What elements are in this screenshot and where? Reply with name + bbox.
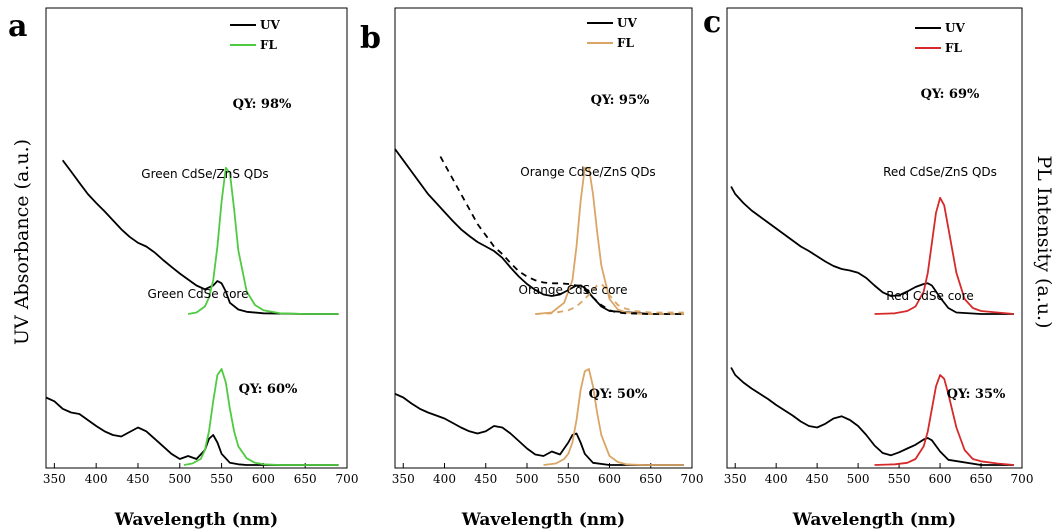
fl-series-bottom xyxy=(543,368,684,466)
sample-label-top: Green CdSe/ZnS QDs xyxy=(141,167,268,181)
x-tick-label: 650 xyxy=(639,472,662,486)
qy-label-bottom: QY: 60% xyxy=(239,382,298,397)
x-tick-label: 400 xyxy=(765,472,788,486)
x-axis-title: Wavelength (nm) xyxy=(461,510,625,530)
x-tick-label: 550 xyxy=(210,472,233,486)
uv-series-top xyxy=(61,159,339,315)
legend-label: FL xyxy=(617,36,635,50)
x-tick-label: 700 xyxy=(1011,472,1034,486)
x-tick-label: 550 xyxy=(557,472,580,486)
sample-label-top: Red CdSe/ZnS QDs xyxy=(883,165,997,179)
uv-series-top xyxy=(394,148,684,315)
x-tick-label: 500 xyxy=(168,472,191,486)
x-tick-label: 600 xyxy=(598,472,621,486)
plot-frame xyxy=(394,7,693,469)
fl-series-bottom xyxy=(874,374,1014,466)
uv-series-top xyxy=(730,186,1014,315)
fl-dashed-series-top xyxy=(535,283,684,315)
qy-label-top: QY: 98% xyxy=(233,97,292,112)
x-tick-label: 400 xyxy=(433,472,456,486)
panel-label: c xyxy=(703,5,721,40)
panel-label: b xyxy=(360,21,381,56)
x-tick-label: 450 xyxy=(127,472,150,486)
uv-series-bottom xyxy=(730,367,1014,466)
x-tick-label: 500 xyxy=(516,472,539,486)
x-tick-label: 350 xyxy=(724,472,747,486)
panel-a: 350 400 450 500 550 600 650 700 Wavelength (nm) a… xyxy=(8,7,359,530)
x-tick-label: 650 xyxy=(970,472,993,486)
x-tick-label: 350 xyxy=(392,472,415,486)
qy-label-top: QY: 95% xyxy=(591,93,650,108)
legend-label: FL xyxy=(945,41,963,55)
y-axis-left-label: UV Absorbance (a.u.) xyxy=(11,139,33,345)
panel-label: a xyxy=(8,9,27,44)
sample-label-top: Orange CdSe/ZnS QDs xyxy=(520,165,655,179)
panel-c: 350 400 450 500 550 600 650 700 Wavelength (nm) c… xyxy=(703,5,1033,530)
plot-frame xyxy=(45,7,348,469)
x-tick-label: 450 xyxy=(474,472,497,486)
qy-label-bottom: QY: 35% xyxy=(947,387,1006,402)
x-tick-label: 700 xyxy=(681,472,704,486)
plot-frame xyxy=(726,7,1023,469)
x-tick-label: 550 xyxy=(888,472,911,486)
sample-label-bottom: Orange CdSe core xyxy=(519,283,628,297)
x-tick-label: 450 xyxy=(806,472,829,486)
x-axis-title: Wavelength (nm) xyxy=(792,510,956,530)
legend-label: UV xyxy=(945,21,965,35)
x-axis-title: Wavelength (nm) xyxy=(114,510,278,530)
panel-b: 350 400 450 500 550 600 650 700 Wavelength (nm) b… xyxy=(360,7,704,530)
fl-series-top xyxy=(535,166,684,315)
legend-label: UV xyxy=(617,16,637,30)
qy-label-bottom: QY: 50% xyxy=(589,387,648,402)
legend-label: UV xyxy=(260,18,280,32)
uv-series-bottom xyxy=(394,392,684,466)
sample-label-bottom: Green CdSe core xyxy=(148,287,249,301)
fl-series-bottom xyxy=(183,368,339,466)
x-tick-label: 350 xyxy=(43,472,66,486)
qy-label-top: QY: 69% xyxy=(921,87,980,102)
x-tick-label: 600 xyxy=(252,472,275,486)
x-tick-label: 400 xyxy=(85,472,108,486)
y-axis-right-label: PL Intensity (a.u.) xyxy=(1033,155,1055,328)
x-tick-label: 500 xyxy=(847,472,870,486)
uv-series-bottom xyxy=(45,396,339,466)
x-tick-label: 700 xyxy=(336,472,359,486)
x-tick-label: 650 xyxy=(294,472,317,486)
legend-label: FL xyxy=(260,38,278,52)
fl-series-top xyxy=(187,166,339,315)
x-tick-label: 600 xyxy=(929,472,952,486)
fl-series-top xyxy=(874,196,1014,315)
sample-label-bottom: Red CdSe core xyxy=(886,289,973,303)
